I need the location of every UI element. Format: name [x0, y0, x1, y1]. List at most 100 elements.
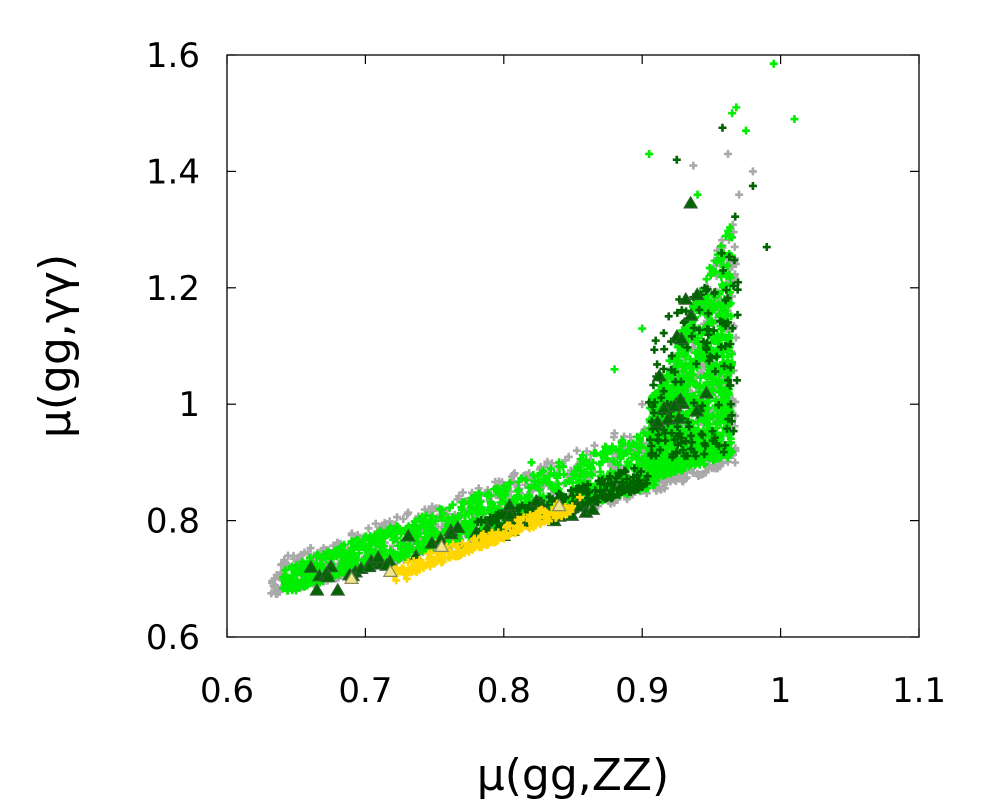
series-1-point — [292, 586, 301, 595]
series-1-point — [320, 553, 329, 562]
series-0-point — [731, 333, 740, 342]
series-1-point — [732, 103, 741, 112]
series-4-point — [552, 512, 561, 521]
series-0-point — [735, 190, 744, 199]
series-2-point — [721, 319, 730, 328]
series-0-point — [731, 458, 740, 467]
series-1-point — [665, 388, 674, 397]
series-1-point — [654, 473, 663, 482]
series-2-point — [709, 326, 718, 335]
series-0-point — [289, 551, 298, 560]
series-2-point — [650, 408, 659, 417]
series-1-point — [397, 527, 406, 536]
series-0-point — [494, 477, 503, 486]
series-2-point — [721, 441, 730, 450]
x-tick-label: 1 — [770, 671, 792, 711]
series-2-point — [476, 518, 485, 527]
series-1-point — [293, 576, 302, 585]
series-1-point — [707, 316, 716, 325]
series-1-point — [542, 474, 551, 483]
series-1-point — [474, 500, 483, 509]
series-1-point — [695, 381, 704, 390]
series-3-point — [649, 414, 666, 428]
series-2-point — [618, 478, 627, 487]
series-2-point — [648, 402, 657, 411]
series-1-point — [638, 324, 647, 333]
series-1-point — [673, 462, 682, 471]
series-2-point — [598, 475, 607, 484]
series-4-point — [449, 540, 458, 549]
series-1-point — [602, 445, 611, 454]
series-0-point — [730, 242, 739, 251]
series-1-point — [506, 478, 515, 487]
series-1-point — [387, 527, 396, 536]
series-0-point — [306, 544, 315, 553]
series-3-point — [528, 493, 544, 507]
series-1-point — [679, 367, 688, 376]
series-1-point — [689, 424, 698, 433]
series-3-point — [320, 569, 336, 583]
series-5-point — [551, 498, 567, 512]
series-1-point — [454, 512, 463, 521]
series-4-point — [412, 567, 421, 576]
series-2-point — [726, 363, 735, 372]
series-2-point — [748, 181, 757, 190]
series-2-point — [545, 492, 554, 501]
series-5-point — [433, 539, 450, 552]
series-1-point — [769, 59, 778, 68]
series-2-point — [722, 285, 731, 294]
series-0-point — [507, 472, 516, 481]
series-2-point — [590, 494, 599, 503]
series-3-point — [585, 502, 601, 515]
series-1-point — [584, 461, 593, 470]
series-2-point — [631, 483, 640, 492]
series-2-point — [679, 318, 688, 327]
series-2-point — [731, 212, 740, 221]
series-0-point — [371, 519, 380, 528]
series-0-point — [689, 161, 698, 170]
series-2-point — [692, 359, 701, 368]
series-0-point — [561, 456, 570, 465]
series-0-point — [297, 550, 306, 559]
series-1-point — [627, 454, 636, 463]
series-1-point — [555, 458, 564, 467]
y-tick-label: 1.6 — [146, 36, 200, 76]
series-3-point — [656, 400, 672, 414]
series-1-point — [790, 115, 799, 124]
series-0-point — [403, 510, 412, 519]
series-2-point — [700, 450, 709, 459]
series-0-point — [701, 468, 710, 477]
series-1-point — [702, 411, 711, 420]
y-tick-label: 0.8 — [146, 502, 200, 542]
series-2-point — [614, 468, 623, 477]
series-4-point — [492, 530, 501, 539]
series-1-point — [719, 403, 728, 412]
series-1-point — [721, 231, 730, 240]
data-points — [267, 59, 799, 599]
series-1-point — [603, 454, 612, 463]
series-4-point — [453, 552, 462, 561]
series-1-point — [445, 503, 454, 512]
series-1-point — [718, 333, 727, 342]
series-2-point — [729, 281, 738, 290]
series-3-point — [689, 403, 705, 417]
series-0-point — [682, 473, 691, 482]
series-1-point — [597, 458, 606, 467]
series-1-point — [725, 331, 734, 340]
y-tick-label: 1 — [178, 385, 200, 425]
series-4-point — [446, 548, 455, 557]
series-2-point — [489, 514, 498, 523]
series-1-point — [617, 447, 626, 456]
series-2-point — [719, 448, 728, 457]
series-2-point — [682, 307, 691, 316]
series-1-point — [723, 335, 732, 344]
series-0-point — [393, 513, 402, 522]
series-0-point — [329, 541, 338, 550]
series-1-point — [527, 458, 536, 467]
series-1-point — [341, 551, 350, 560]
series-1-point — [721, 396, 730, 405]
series-3-point — [400, 528, 416, 542]
series-2-point — [708, 427, 717, 436]
series-2-point — [647, 441, 656, 450]
series-0-point — [610, 429, 619, 438]
